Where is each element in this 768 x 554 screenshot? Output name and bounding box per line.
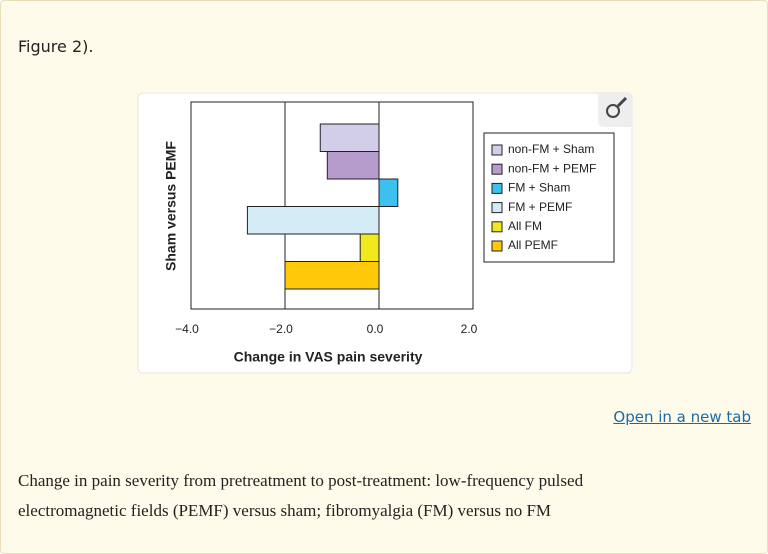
legend-swatch (491, 221, 503, 233)
x-tick-label: −2.0 (269, 322, 293, 336)
legend-swatch (491, 240, 503, 252)
zoom-icon[interactable] (598, 93, 632, 127)
y-axis-label: Sham versus PEMF (163, 141, 179, 271)
caption: Change in pain severity from pretreatmen… (18, 471, 584, 520)
zoom-handle (616, 96, 628, 108)
legend-swatch (491, 163, 503, 175)
bar (319, 123, 380, 152)
legend-label: non-FM + Sham (508, 142, 594, 156)
bar (378, 178, 399, 207)
legend-swatch (491, 144, 503, 156)
zoom-bg (598, 93, 632, 127)
figure-ref: Figure 2). (18, 37, 94, 56)
legend-label: non-FM + PEMF (508, 161, 596, 175)
x-axis-label: Change in VAS pain severity (234, 349, 423, 365)
x-tick-label: 2.0 (461, 322, 478, 336)
legend-label: All PEMF (508, 238, 558, 252)
bar (359, 233, 380, 262)
legend-swatch (491, 182, 503, 194)
bar (284, 261, 380, 290)
open-link[interactable]: Open in a new tab (613, 408, 751, 426)
legend-swatch (491, 202, 503, 214)
legend-label: FM + PEMF (508, 200, 572, 214)
x-tick-label: 0.0 (367, 322, 384, 336)
bar (326, 151, 380, 180)
bar (246, 206, 380, 235)
zoom-lens (606, 104, 620, 118)
x-tick-label: −4.0 (175, 322, 199, 336)
legend-label: FM + Sham (508, 181, 570, 195)
legend-label: All FM (508, 219, 542, 233)
plot-frame (190, 101, 474, 310)
legend-box (483, 132, 615, 263)
